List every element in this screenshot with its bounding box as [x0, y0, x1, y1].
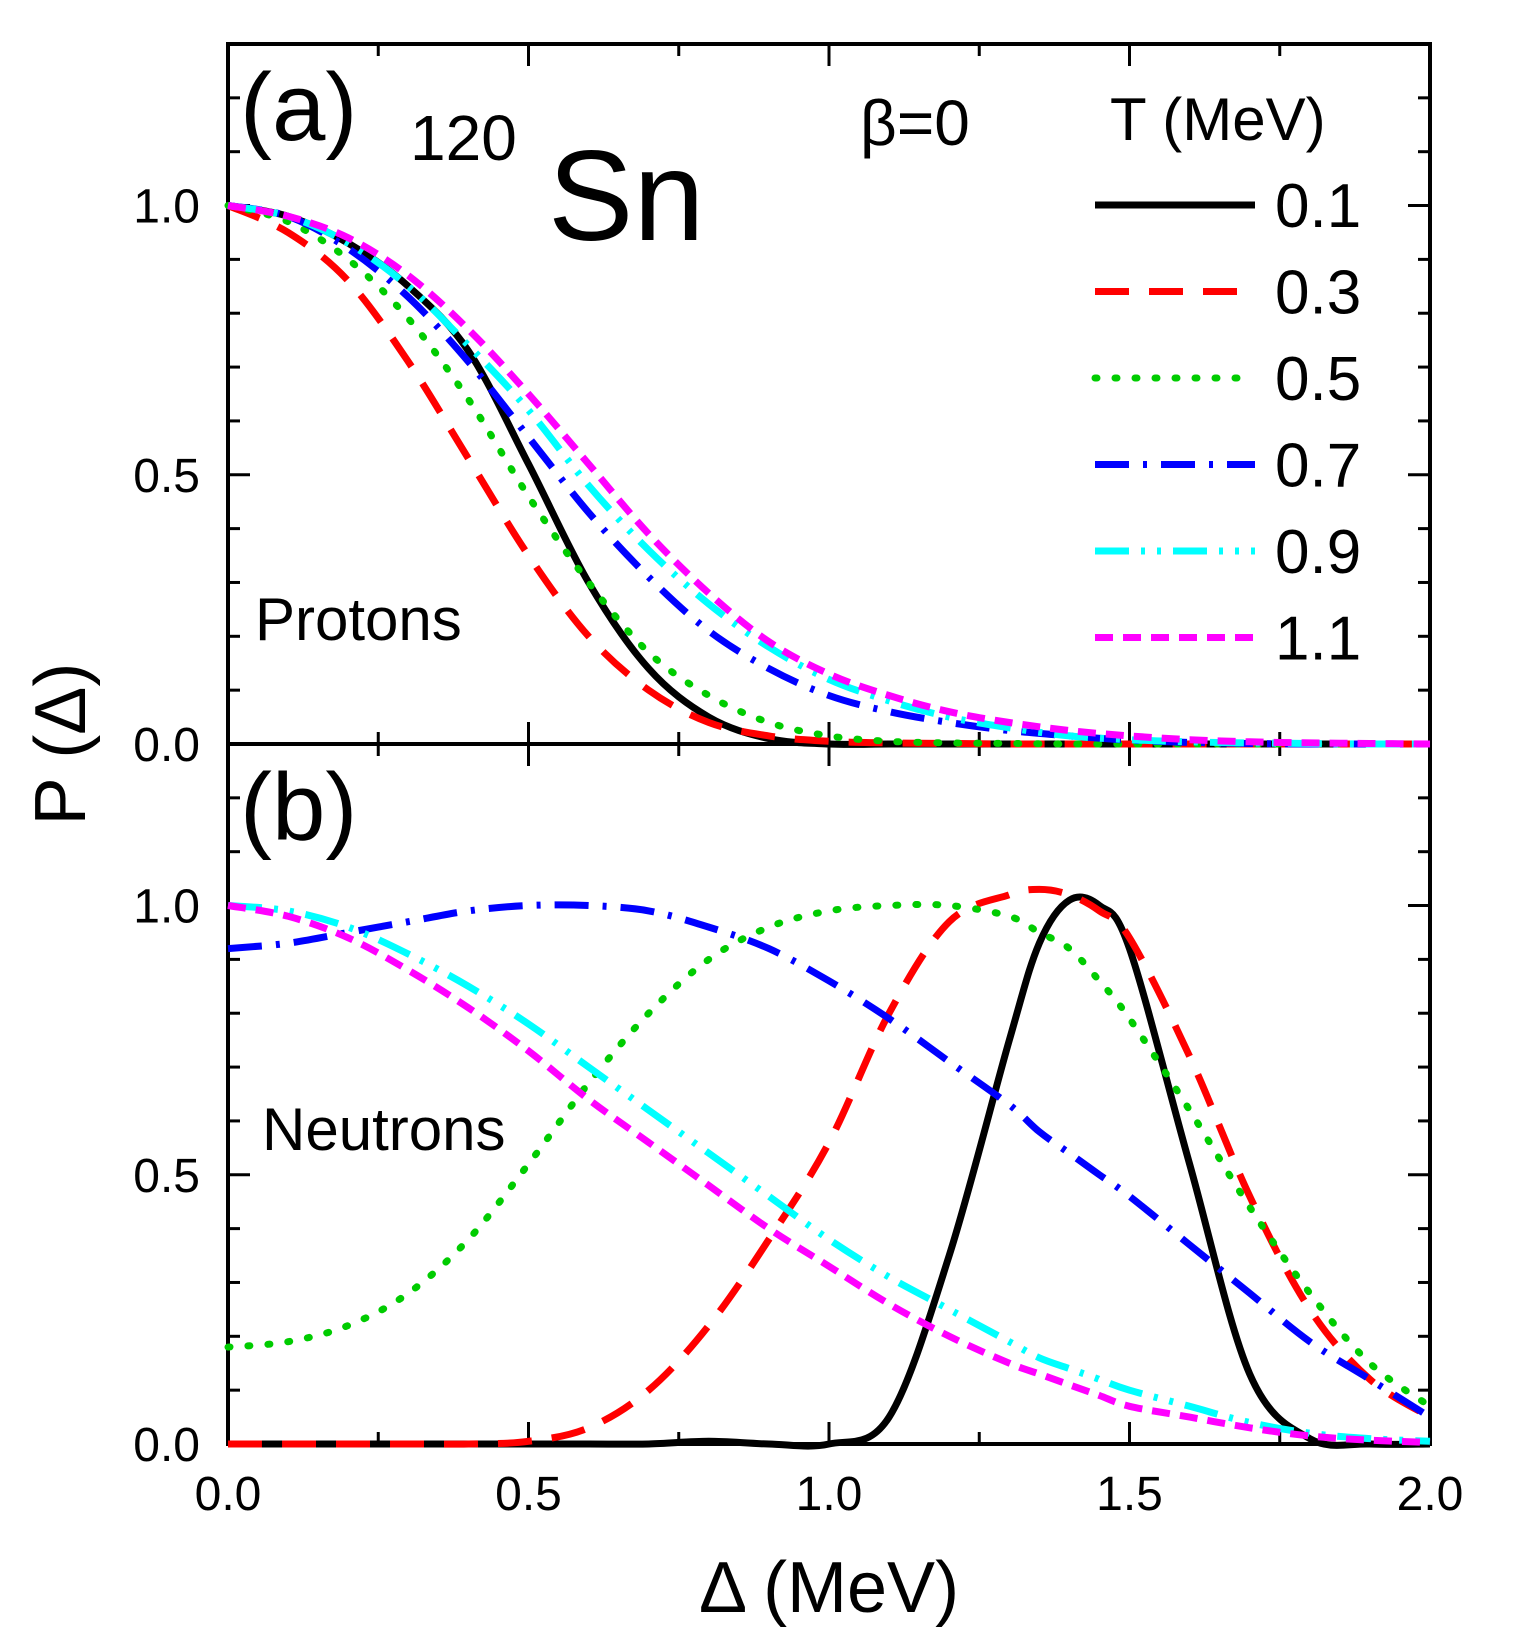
- series-line-T-0.5: [224, 202, 1434, 748]
- legend-entry-T-0.5: 0.5: [1275, 345, 1361, 414]
- legend-title: T (MeV): [1110, 86, 1326, 153]
- x-axis-title: Δ (MeV): [699, 1548, 959, 1628]
- panel-b-label: (b): [240, 754, 357, 861]
- series-line-T-0.7: [227, 901, 1432, 1421]
- x-tick-label: 1.5: [1096, 1468, 1163, 1521]
- y-tick-label: 0.5: [133, 1150, 200, 1203]
- panel-a-label: (a): [240, 54, 357, 161]
- nucleus-mass-number: 120: [410, 102, 517, 174]
- y-tick-label: 0.0: [133, 719, 200, 772]
- y-tick-label: 1.0: [133, 881, 200, 934]
- panel-b-curves: [224, 885, 1434, 1450]
- legend-entry-T-0.1: 0.1: [1275, 172, 1361, 241]
- series-line-T-0.9: [227, 902, 1431, 1445]
- panel-b-frame: [226, 742, 1432, 1446]
- series-line-T-0.7: [227, 202, 1430, 748]
- legend-entry-T-0.7: 0.7: [1275, 432, 1361, 501]
- legend-entry-T-0.9: 0.9: [1275, 518, 1361, 587]
- y-tick-label: 0.0: [133, 1419, 200, 1472]
- nucleus-symbol: Sn: [548, 125, 705, 268]
- legend: 0.1 0.3 0.5 0.7 0.9 1.1: [1091, 172, 1361, 674]
- legend-entry-T-0.3: 0.3: [1275, 259, 1361, 328]
- series-line-T-0.9: [227, 202, 1431, 748]
- neutrons-label: Neutrons: [262, 1096, 505, 1163]
- series-line-T-1.1: [227, 202, 1431, 748]
- y-tick-label: 1.0: [133, 181, 200, 234]
- panel-a-curves: [224, 202, 1434, 748]
- beta-label: β=0: [860, 87, 970, 159]
- series-line-T-0.1: [228, 893, 1431, 1450]
- y-tick-label: 0.5: [133, 450, 200, 503]
- x-tick-label: 0.0: [195, 1468, 262, 1521]
- tick-labels-layer: 0.0 0.5 1.0 0.0 0.5 1.0 0.0 0.5 1.0 1.5 2.0: [133, 181, 1463, 1521]
- series-line-T-0.5: [224, 900, 1434, 1410]
- x-tick-label: 2.0: [1397, 1468, 1464, 1521]
- series-line-T-1.1: [227, 902, 1431, 1446]
- series-line-T-0.3: [226, 202, 1430, 748]
- y-axis-title: P (Δ): [21, 663, 101, 826]
- legend-entry-T-1.1: 1.1: [1275, 605, 1361, 674]
- x-tick-label: 1.0: [796, 1468, 863, 1521]
- x-tick-label: 0.5: [495, 1468, 562, 1521]
- series-line-T-0.3: [228, 885, 1432, 1448]
- series-line-T-0.1: [227, 202, 1430, 748]
- protons-label: Protons: [255, 586, 462, 653]
